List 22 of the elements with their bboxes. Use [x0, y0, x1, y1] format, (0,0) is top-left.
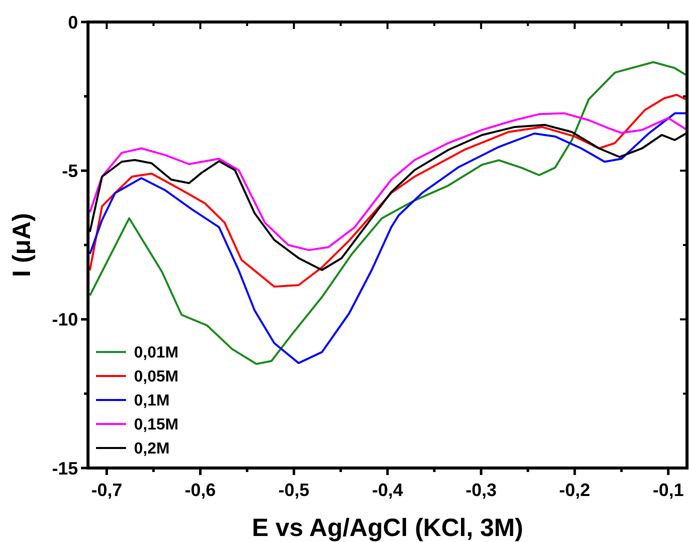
line-series	[88, 112, 687, 364]
y-tick-label: -10	[52, 310, 78, 330]
x-tick-label: -0,3	[466, 480, 497, 500]
x-tick-label: -0,5	[278, 480, 310, 500]
x-tick-label: -0,7	[91, 480, 122, 500]
legend-label: 0,1M	[134, 392, 170, 410]
y-axis-title: I (μA)	[8, 213, 36, 277]
legend-label: 0,01M	[134, 344, 178, 362]
line-series	[88, 112, 687, 252]
line-series	[88, 61, 687, 365]
x-tick-label: -0,1	[652, 480, 684, 500]
legend-label: 0,2M	[134, 440, 170, 458]
x-tick-label: -0,6	[184, 480, 216, 500]
x-tick-label: -0,2	[559, 480, 590, 500]
legend-label: 0,15M	[134, 416, 178, 434]
y-tick-label: -5	[62, 160, 78, 181]
legend-label: 0,05M	[134, 368, 178, 386]
y-tick-label: -15	[52, 458, 78, 478]
y-tick-label: 0	[68, 12, 78, 32]
x-axis-title: E vs Ag/AgCl (KCl, 3M)	[252, 514, 524, 542]
line-series	[88, 94, 687, 288]
x-tick-label: -0,4	[372, 480, 404, 500]
